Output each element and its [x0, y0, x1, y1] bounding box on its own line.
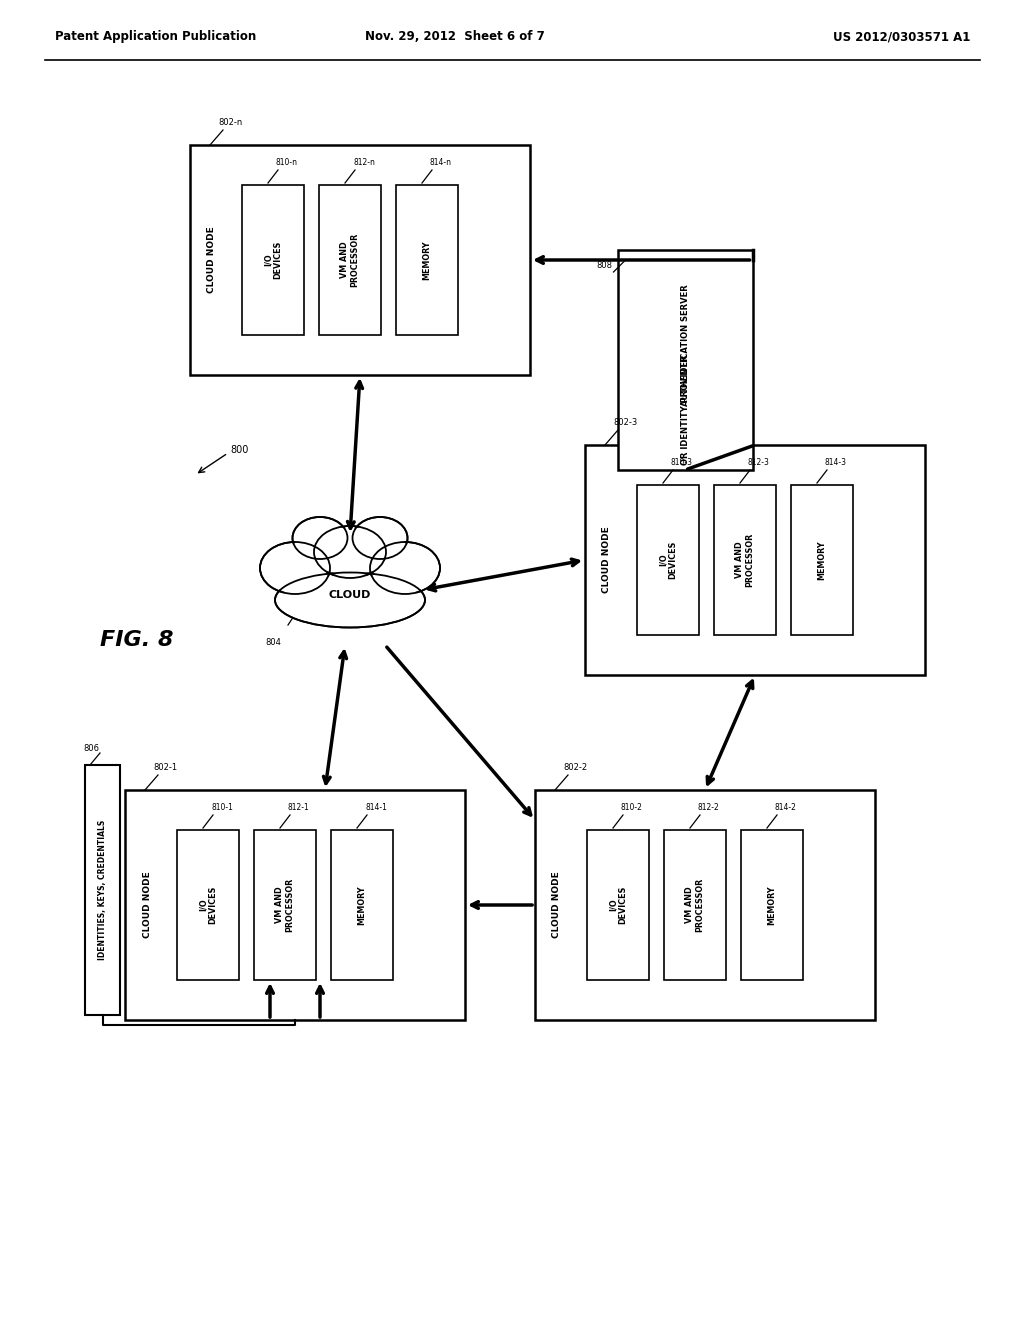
Bar	[637, 484, 699, 635]
Text: I/O
DEVICES: I/O DEVICES	[658, 541, 678, 579]
Ellipse shape	[314, 525, 386, 578]
Bar	[664, 830, 726, 979]
Text: I/O
DEVICES: I/O DEVICES	[199, 886, 218, 924]
Text: OR IDENTITY PROVIDER: OR IDENTITY PROVIDER	[681, 355, 689, 466]
Bar	[741, 830, 803, 979]
Ellipse shape	[316, 528, 383, 576]
Text: VM AND
PROCESSOR: VM AND PROCESSOR	[685, 878, 705, 932]
Text: IDENTITIES, KEYS, CREDENTIALS: IDENTITIES, KEYS, CREDENTIALS	[98, 820, 106, 960]
Text: VM AND
PROCESSOR: VM AND PROCESSOR	[275, 878, 295, 932]
Text: VM AND
PROCESSOR: VM AND PROCESSOR	[735, 533, 755, 587]
Text: I/O
DEVICES: I/O DEVICES	[263, 240, 283, 280]
Bar	[396, 185, 458, 335]
Text: 810-n: 810-n	[276, 158, 298, 168]
Text: 812-3: 812-3	[748, 458, 770, 467]
Bar	[254, 830, 316, 979]
Bar	[319, 185, 381, 335]
Bar	[587, 830, 649, 979]
Text: MEMORY: MEMORY	[768, 886, 776, 925]
Text: 812-1: 812-1	[288, 803, 309, 812]
Bar	[714, 484, 776, 635]
Ellipse shape	[354, 519, 406, 557]
Text: 804: 804	[265, 638, 281, 647]
Ellipse shape	[281, 574, 419, 626]
Text: 802-2: 802-2	[563, 763, 587, 772]
Ellipse shape	[275, 573, 425, 627]
Bar	[585, 445, 925, 675]
Text: US 2012/0303571 A1: US 2012/0303571 A1	[833, 30, 970, 44]
Bar	[791, 484, 853, 635]
Text: 806: 806	[83, 744, 99, 752]
Bar	[617, 249, 753, 470]
Bar	[331, 830, 393, 979]
Ellipse shape	[370, 543, 440, 594]
Text: 808: 808	[597, 260, 612, 269]
Ellipse shape	[260, 543, 330, 594]
Bar	[190, 145, 530, 375]
Bar	[535, 789, 874, 1020]
Text: 802-3: 802-3	[613, 418, 637, 426]
Text: CLOUD NODE: CLOUD NODE	[602, 527, 611, 594]
Text: MEMORY: MEMORY	[817, 540, 826, 579]
Ellipse shape	[352, 517, 408, 558]
Text: CLOUD: CLOUD	[329, 590, 371, 601]
Text: VM AND
PROCESSOR: VM AND PROCESSOR	[340, 232, 359, 288]
Ellipse shape	[295, 519, 345, 557]
Text: CLOUD NODE: CLOUD NODE	[142, 871, 152, 939]
Ellipse shape	[373, 544, 437, 591]
Bar	[85, 766, 120, 1015]
Text: 814-2: 814-2	[775, 803, 797, 812]
Text: AUTHENTICATION SERVER: AUTHENTICATION SERVER	[681, 284, 689, 405]
Text: MEMORY: MEMORY	[423, 240, 431, 280]
Text: FIG. 8: FIG. 8	[100, 630, 173, 649]
Text: 814-3: 814-3	[825, 458, 847, 467]
Ellipse shape	[263, 544, 328, 591]
Ellipse shape	[293, 517, 347, 558]
Text: Patent Application Publication: Patent Application Publication	[55, 30, 256, 44]
Text: 810-2: 810-2	[621, 803, 643, 812]
Bar	[177, 830, 239, 979]
Text: Nov. 29, 2012  Sheet 6 of 7: Nov. 29, 2012 Sheet 6 of 7	[366, 30, 545, 44]
Text: 810-3: 810-3	[671, 458, 693, 467]
Text: 814-n: 814-n	[430, 158, 452, 168]
Text: 812-n: 812-n	[353, 158, 375, 168]
Bar	[125, 789, 465, 1020]
Text: 814-1: 814-1	[365, 803, 387, 812]
Text: CLOUD NODE: CLOUD NODE	[553, 871, 561, 939]
Text: 810-1: 810-1	[211, 803, 232, 812]
Bar	[242, 185, 304, 335]
Text: 802-n: 802-n	[218, 117, 243, 127]
Text: CLOUD NODE: CLOUD NODE	[208, 227, 216, 293]
Text: 812-2: 812-2	[698, 803, 720, 812]
Text: I/O
DEVICES: I/O DEVICES	[608, 886, 628, 924]
Text: 800: 800	[230, 445, 249, 455]
Text: MEMORY: MEMORY	[357, 886, 367, 925]
Text: 802-1: 802-1	[153, 763, 177, 772]
